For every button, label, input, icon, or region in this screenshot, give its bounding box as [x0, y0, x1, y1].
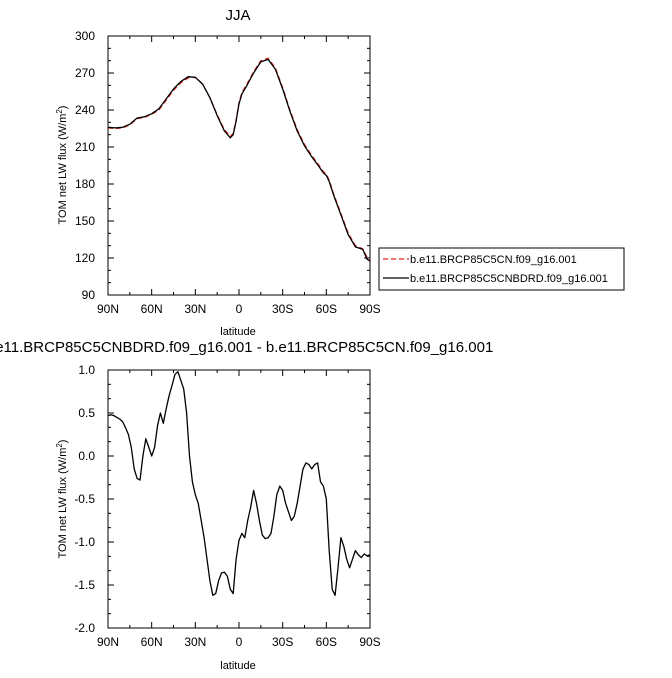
bottom-x-tick-label: 60N	[141, 635, 163, 649]
top-y-tick-label: 240	[75, 103, 95, 117]
bottom-x-tick-label: 90N	[97, 635, 119, 649]
bottom-y-tick-label: 1.0	[78, 363, 95, 377]
bottom-series-line-1	[107, 371, 371, 596]
top-series-line-2	[107, 58, 371, 262]
top-plot-area: 90N 60N 30N 0 30S 60S 90S 90 120 150 180 210 240 270 3…	[75, 29, 381, 316]
top-x-tick-label: 60N	[141, 302, 163, 316]
top-x-tick-label: 90N	[97, 302, 119, 316]
bottom-x-tick-label: 90S	[359, 635, 380, 649]
top-y-tick-label: 90	[82, 288, 96, 302]
bottom-y-axis-label: TOM net LW flux (W/m2)	[55, 440, 69, 559]
bottom-x-tick-label: 30N	[184, 635, 206, 649]
top-y-tick-label: 210	[75, 140, 95, 154]
top-series-line-1	[107, 57, 371, 261]
bottom-x-tick-label: 0	[236, 635, 243, 649]
legend-box	[378, 247, 625, 291]
bottom-x-tick-label: 30S	[272, 635, 293, 649]
bottom-y-tick-label: -0.5	[74, 492, 95, 506]
top-y-tick-label: 120	[75, 251, 95, 265]
top-x-axis-label: latitude	[220, 326, 255, 338]
bottom-y-tick-label: -1.0	[74, 535, 95, 549]
legend-label-series-2: b.e11.BRCP85C5CNBDRD.f09_g16.001	[410, 273, 608, 285]
top-x-tick-label: 90S	[359, 302, 380, 316]
bottom-plot-area: 90N 60N 30N 0 30S 60S 90S -2.0 -1.5 -1.0 -0.5 0.0 0.…	[74, 363, 380, 649]
top-y-tick-label: 270	[75, 66, 95, 80]
bottom-x-tick-label: 60S	[316, 635, 337, 649]
top-chart-title: JJA	[225, 7, 250, 24]
top-x-tick-label: 60S	[316, 302, 337, 316]
top-x-tick-label: 30S	[272, 302, 293, 316]
top-legend: b.e11.BRCP85C5CN.f09_g16.001 b.e11.BRCP8…	[378, 247, 625, 291]
top-panel: JJA 90N 60N 30N 0 30S 60S 90S 90 120 150 180 210 240…	[55, 7, 625, 338]
bottom-y-tick-label: -2.0	[74, 621, 95, 635]
top-y-tick-label: 180	[75, 177, 95, 191]
bottom-panel: b.e11.BRCP85C5CNBDRD.f09_g16.001 - b.e11…	[0, 339, 493, 672]
bottom-y-tick-label: -1.5	[74, 578, 95, 592]
top-y-axis-label: TOM net LW flux (W/m2)	[55, 106, 69, 225]
bottom-y-tick-label: 0.0	[78, 449, 95, 463]
bottom-plot-frame	[107, 369, 371, 629]
top-x-tick-label: 0	[236, 302, 243, 316]
top-y-tick-label: 300	[75, 29, 95, 43]
top-y-tick-label: 150	[75, 214, 95, 228]
legend-label-series-1: b.e11.BRCP85C5CN.f09_g16.001	[410, 254, 577, 266]
bottom-y-tick-label: 0.5	[78, 406, 95, 420]
bottom-chart-title: b.e11.BRCP85C5CNBDRD.f09_g16.001 - b.e11…	[0, 339, 493, 356]
bottom-x-axis-label: latitude	[220, 660, 255, 672]
top-x-tick-label: 30N	[184, 302, 206, 316]
top-plot-frame	[107, 35, 371, 296]
